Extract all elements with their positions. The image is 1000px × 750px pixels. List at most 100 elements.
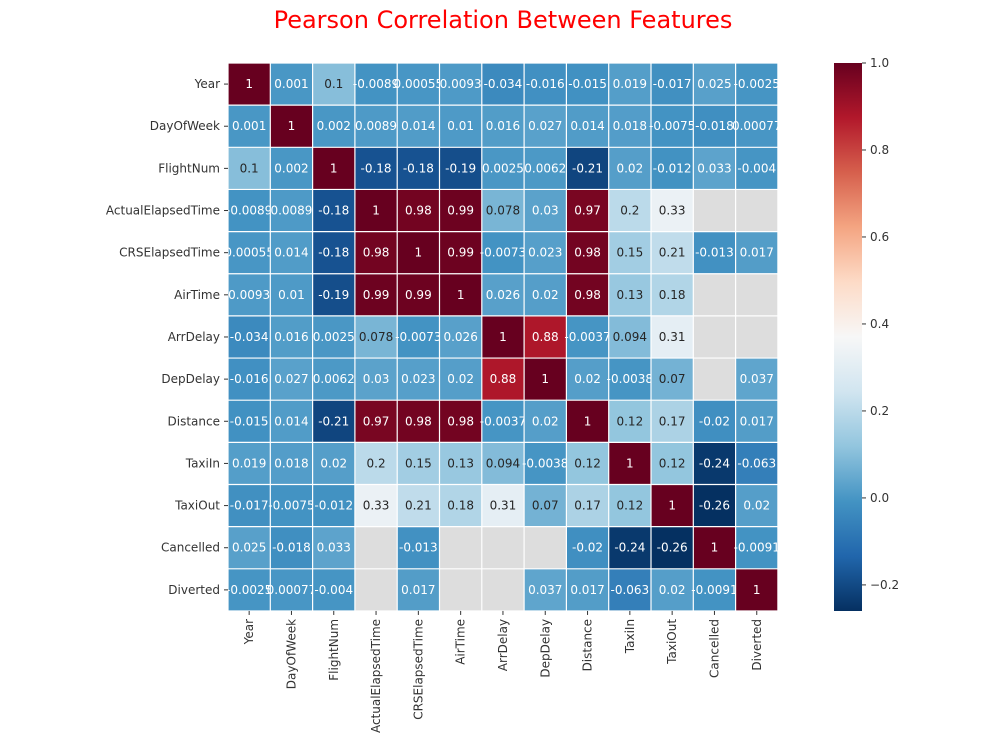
x-tick-label: DayOfWeek (284, 619, 298, 689)
x-tick-label: FlightNum (327, 619, 341, 681)
heatmap-cell (228, 105, 271, 148)
heatmap-cell (693, 442, 736, 485)
heatmap-cell (735, 273, 778, 316)
cell-value-label: -0.18 (403, 161, 434, 175)
heatmap-cell (524, 273, 567, 316)
heatmap-cell (566, 442, 609, 485)
heatmap-cell (354, 231, 398, 274)
heatmap-cell (608, 400, 651, 443)
cell-value-label: 0.02 (532, 288, 559, 302)
heatmap-cell (481, 526, 525, 569)
cell-value-label: 0.88 (532, 330, 559, 344)
heatmap-cell (228, 442, 271, 485)
cell-value-label: -0.0089 (353, 77, 399, 91)
cell-value-label: -0.18 (318, 246, 349, 260)
heatmap-cell (651, 63, 694, 106)
heatmap-cell (735, 105, 778, 148)
cell-value-label: -0.0075 (649, 119, 695, 133)
y-tick-label: ActualElapsedTime (106, 204, 220, 218)
heatmap-cell (524, 315, 567, 359)
colorbar-tick-label: 0.4 (870, 317, 889, 331)
cell-value-label: -0.012 (653, 161, 692, 175)
cell-value-label: 0.99 (405, 288, 432, 302)
heatmap-cell (312, 273, 355, 316)
cell-value-label: -0.063 (611, 583, 650, 597)
heatmap-cell (651, 358, 694, 401)
cell-value-label: -0.21 (318, 414, 349, 428)
x-tick-label: DepDelay (538, 619, 552, 678)
cell-value-label: -0.19 (318, 288, 349, 302)
heatmap-cell (228, 358, 271, 401)
heatmap-cell (481, 189, 525, 232)
cell-value-label: -0.0073 (395, 330, 441, 344)
heatmap-cell (735, 315, 778, 359)
cell-value-label: 0.02 (743, 499, 770, 513)
cell-value-label: 1 (668, 499, 676, 513)
heatmap-cell (312, 358, 355, 401)
heatmap-cell (735, 147, 778, 190)
cell-value-label: -0.0091 (691, 583, 737, 597)
heatmap-cell (354, 358, 398, 401)
colorbar-tick-label: 1.0 (870, 56, 889, 70)
heatmap-cell (524, 105, 567, 148)
heatmap-cell (735, 400, 778, 443)
heatmap-cell (651, 315, 694, 359)
heatmap-cell (312, 315, 355, 359)
cell-value-label: 0.21 (405, 499, 432, 513)
x-tick-label: CRSElapsedTime (411, 619, 425, 720)
cell-value-label: 0.001 (274, 77, 308, 91)
cell-value-label: 0.025 (232, 541, 266, 555)
cell-value-label: 0.00077 (732, 119, 782, 133)
heatmap-cell (439, 315, 482, 359)
heatmap-cell (439, 358, 482, 401)
cell-value-label: 1 (753, 583, 761, 597)
cell-value-label: 0.33 (363, 499, 390, 513)
cell-value-label: 0.026 (443, 330, 477, 344)
cell-value-label: -0.0075 (268, 499, 314, 513)
cell-value-label: 0.0093 (440, 77, 482, 91)
cell-value-label: 1 (499, 330, 507, 344)
colorbar-tick-label: 0.2 (870, 404, 889, 418)
heatmap-cell (735, 358, 778, 401)
y-axis: Year DayOfWeek FlightNum ActualElapsedTime C… (106, 77, 228, 597)
heatmap-cell (651, 400, 694, 443)
heatmap-cell (524, 147, 567, 190)
heatmap-cell (735, 484, 778, 527)
cell-value-label: 0.88 (490, 372, 517, 386)
x-tick-label: AirTime (454, 619, 468, 665)
cell-value-label: 0.00055 (224, 246, 274, 260)
heatmap-cell (270, 568, 313, 611)
heatmap-cell (608, 442, 651, 485)
cell-value-label: -0.02 (699, 414, 730, 428)
heatmap-cell (354, 442, 398, 485)
heatmap-cell (608, 189, 651, 232)
cell-value-label: -0.034 (230, 330, 269, 344)
cell-value-label: 0.02 (447, 372, 474, 386)
cell-value-label: 0.1 (240, 161, 259, 175)
cell-value-label: 0.2 (620, 204, 639, 218)
y-tick-label: DepDelay (161, 372, 220, 386)
colorbar-axis: −0.2 0.0 0.2 0.4 0.6 0.8 1.0 (862, 56, 899, 592)
heatmap-cell (693, 484, 736, 527)
cell-value-label: 0.98 (363, 246, 390, 260)
heatmap-cell (270, 63, 313, 106)
heatmap-cell (439, 400, 482, 443)
cell-value-label: 0.03 (363, 372, 390, 386)
cell-value-label: 0.002 (317, 119, 351, 133)
cell-value-label: -0.0037 (564, 330, 610, 344)
heatmap-cell (228, 484, 271, 527)
heatmap-cell (735, 63, 778, 106)
heatmap-cell (354, 484, 398, 527)
heatmap-cell (228, 147, 271, 190)
cell-value-label: 0.03 (532, 204, 559, 218)
cell-value-label: 0.023 (401, 372, 435, 386)
cell-value-label: 0.014 (274, 246, 308, 260)
heatmap-cell (566, 105, 609, 148)
chart-title: Pearson Correlation Between Features (274, 6, 733, 34)
y-tick-label: DayOfWeek (150, 119, 220, 133)
heatmap-cell (566, 400, 609, 443)
y-tick-label: TaxiIn (185, 456, 220, 470)
heatmap-cell (481, 273, 525, 316)
heatmap-cell (651, 147, 694, 190)
